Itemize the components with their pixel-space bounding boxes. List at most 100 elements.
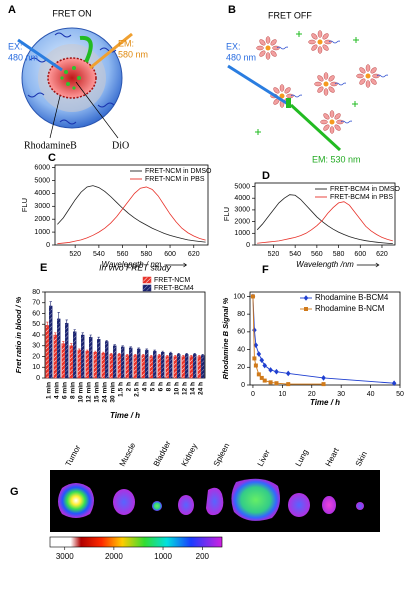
error-bar <box>166 355 169 358</box>
organ-image <box>206 487 224 516</box>
organ-image <box>152 501 162 511</box>
y-tick-label: 2000 <box>234 218 250 225</box>
axis-arrow <box>164 262 188 268</box>
plot-frame <box>254 182 396 246</box>
organ-label: Lung <box>294 448 310 468</box>
organ-image <box>178 495 194 515</box>
bar <box>57 318 61 379</box>
x-tick-label: 540 <box>289 251 301 258</box>
marker <box>253 342 259 348</box>
legend-label: FRET-BCM4 in DMSO <box>330 186 401 193</box>
error-bar <box>161 350 164 354</box>
y-tick-label: 10 <box>32 364 40 371</box>
x-tick-label: 2.5 h <box>134 382 141 397</box>
organ-label: Tumor <box>64 443 83 468</box>
error-bar <box>73 329 76 335</box>
em-label: EM: <box>118 38 134 48</box>
legend-label: FRET-NCM in DMSO <box>145 168 212 175</box>
series-line <box>57 185 206 243</box>
chart-title: In vivo FRET study <box>99 262 172 272</box>
error-bar <box>121 345 124 349</box>
x-tick-label: 8 h <box>166 382 173 391</box>
marker <box>321 382 326 387</box>
panel-label: D <box>262 170 270 182</box>
colorbar-tick-label: 3000 <box>56 552 74 561</box>
error-bar <box>174 355 177 358</box>
organ-label: Muscle <box>118 441 138 468</box>
bar <box>61 343 65 379</box>
x-tick-label: 24 min <box>102 382 109 403</box>
bar <box>72 331 77 379</box>
bar <box>128 347 133 379</box>
bar <box>168 353 173 379</box>
y-tick-label: 1000 <box>234 230 250 237</box>
organ-image <box>231 478 280 521</box>
x-tick-label: 10 <box>278 391 286 398</box>
error-bar <box>129 346 132 350</box>
error-bar <box>137 347 140 351</box>
bar <box>133 355 137 379</box>
error-bar <box>193 352 196 356</box>
y-tick-label: 60 <box>32 310 40 317</box>
error-bar <box>78 348 81 352</box>
error-bar <box>190 355 193 358</box>
fret-arc <box>79 35 93 63</box>
x-tick-label: 30 min <box>110 382 117 403</box>
marker <box>259 357 265 363</box>
x-tick-label: 0 <box>251 391 255 398</box>
legend-swatch <box>142 284 152 292</box>
error-bar <box>46 321 49 329</box>
error-bar <box>201 354 204 357</box>
x-tick-label: 620 <box>376 251 388 258</box>
x-tick-label: 6 min <box>62 382 69 399</box>
ex-arrow <box>227 64 289 106</box>
legend-marker <box>303 295 309 301</box>
bar <box>176 354 181 379</box>
x-tick-label: 20 <box>308 391 316 398</box>
y-tick-label: 100 <box>233 293 245 300</box>
panel-label: C <box>48 152 56 164</box>
y-tick-label: 4000 <box>234 195 250 202</box>
x-tick-label: 580 <box>333 251 345 258</box>
ex-wavelength: 480 nm <box>226 52 256 62</box>
x-tick-label: 520 <box>268 251 280 258</box>
colorbar-tick-label: 1000 <box>154 552 172 561</box>
ex-label: EX: <box>8 41 23 51</box>
x-axis-label: Time / h <box>110 411 140 420</box>
x-tick-label: 580 <box>140 251 152 258</box>
em-wavelength: 580 nm <box>118 49 148 59</box>
error-bar <box>110 352 113 356</box>
marker <box>391 380 397 387</box>
bar <box>189 356 193 379</box>
legend-label: Rhodamine B-NCM <box>315 304 385 313</box>
error-bar <box>126 354 129 357</box>
panel-label: A <box>8 4 16 16</box>
diagram-title: FRET ON <box>52 8 91 18</box>
bar <box>152 350 157 379</box>
organ-label: Skin <box>354 450 369 468</box>
error-bar <box>158 354 161 357</box>
bar <box>117 354 122 379</box>
marker <box>256 372 261 377</box>
bar <box>157 355 161 379</box>
polymer-chains <box>27 32 117 125</box>
marker <box>268 380 273 385</box>
y-tick-label: 30 <box>32 343 40 350</box>
y-tick-label: 0 <box>46 242 50 249</box>
series-line <box>257 201 393 244</box>
x-tick-label: 50 <box>396 391 404 398</box>
error-bar <box>70 343 73 349</box>
y-tick-label: 0 <box>241 382 245 389</box>
ex-wavelength: 480 nm <box>8 52 38 62</box>
y-tick-label: 5000 <box>234 183 250 190</box>
organ-image <box>113 489 135 515</box>
x-tick-label: 15 min <box>94 382 101 403</box>
dye-label: RhodamineB <box>24 140 77 151</box>
error-bar <box>97 336 100 342</box>
marker <box>321 375 326 381</box>
error-bar <box>94 350 97 354</box>
em-arrow <box>89 32 133 70</box>
x-tick-label: 6 h <box>158 382 165 391</box>
marker <box>256 351 262 357</box>
bar <box>64 322 69 379</box>
